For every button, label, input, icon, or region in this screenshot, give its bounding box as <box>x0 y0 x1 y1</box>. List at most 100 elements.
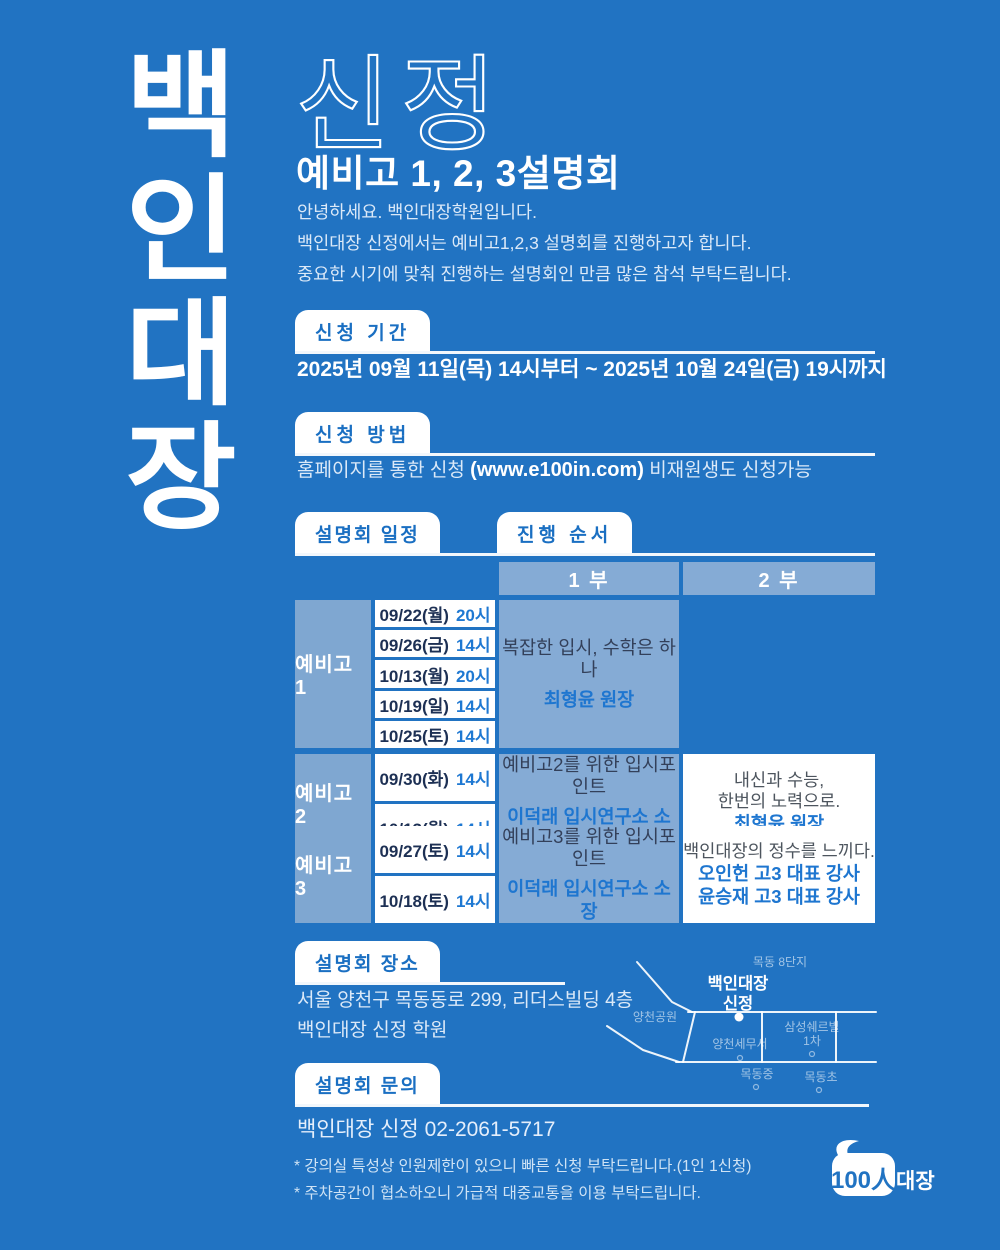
map-poi-ring <box>808 1050 816 1058</box>
section-label-apply-period: 신청 기간 <box>295 310 431 351</box>
session-date-box: 09/30(화) 14시 <box>375 754 495 801</box>
part1-title: 예비고2를 위한 입시포인트 <box>502 754 676 797</box>
session-time: 14시 <box>455 636 491 656</box>
intro-line: 중요한 시기에 맞춰 진행하는 설명회인 만큼 많은 참석 부탁드립니다. <box>297 264 792 284</box>
section-underline <box>295 453 875 456</box>
vertical-title-char: 대 <box>125 289 237 419</box>
map-label: 백인대장 <box>708 974 769 993</box>
map-label: 1차 <box>803 1034 821 1048</box>
section-place: 설명회 장소 <box>295 941 565 985</box>
map-label: 신정 <box>723 994 753 1013</box>
group-dates: 09/27(토) 14시 10/18(토) 14시 <box>375 826 495 923</box>
session-date: 09/26(금) <box>379 636 449 656</box>
map-poi-ring <box>736 1054 744 1062</box>
session-date: 09/22(월) <box>379 606 449 626</box>
method-text-suffix: 비재원생도 신청가능 <box>643 460 812 481</box>
section-contact: 설명회 문의 <box>295 1063 869 1107</box>
header-part1: 1 부 <box>499 562 679 595</box>
map-label: 삼성쉐르빌 <box>784 1020 839 1034</box>
footnote-line: * 주차공간이 협소하오니 가급적 대중교통을 이용 부탁드립니다. <box>294 1185 701 1202</box>
header-spacer <box>375 562 495 595</box>
group-label: 예비고 1 <box>295 600 371 748</box>
section-label-apply-method: 신청 방법 <box>295 412 431 453</box>
session-time: 20시 <box>455 666 491 686</box>
section-schedule: 설명회 일정 <box>295 512 497 556</box>
schedule-table-body: 예비고 1 09/22(월) 20시 09/26(금) 14시 10/13(월) 20시 10… <box>295 600 875 923</box>
part2-speaker: 윤승재 고3 대표 강사 <box>698 886 860 907</box>
map-poi-ring <box>752 1083 760 1091</box>
address-line: 백인대장 신정 학원 <box>297 1020 448 1041</box>
contact-phone: 백인대장 신정 02-2061-5717 <box>297 1118 556 1141</box>
part2-cell-empty <box>683 600 875 748</box>
apply-period-text: 2025년 09월 11일(목) 14시부터 ~ 2025년 10월 24일(금… <box>297 358 887 381</box>
branch-title-text: 신정 <box>295 48 506 164</box>
address-line: 서울 양천구 목동동로 299, 리더스빌딩 4층 <box>297 990 634 1011</box>
session-date: 09/30(화) <box>379 770 449 789</box>
group-label: 예비고 3 <box>295 826 371 923</box>
table-group-row: 예비고 1 09/22(월) 20시 09/26(금) 14시 10/13(월) 20시 10… <box>295 600 875 749</box>
session-date-box: 09/27(토) 14시 <box>375 826 495 873</box>
part2-speaker: 오인헌 고3 대표 강사 <box>698 863 860 884</box>
session-date-box: 10/13(월) 20시 <box>375 660 495 688</box>
outline-branch-title: 신정 <box>294 47 506 165</box>
intro-line: 백인대장 신정에서는 예비고1,2,3 설명회를 진행하고자 합니다. <box>297 233 752 253</box>
section-order: 진행 순서 <box>497 512 875 556</box>
part1-title: 예비고3를 위한 입시포인트 <box>502 826 676 869</box>
section-label-place: 설명회 장소 <box>295 941 440 982</box>
session-time: 14시 <box>455 770 491 789</box>
homepage-url: (www.e100in.com) <box>470 459 644 481</box>
section-underline <box>295 351 875 354</box>
session-time: 14시 <box>455 696 491 716</box>
section-label-order: 진행 순서 <box>497 512 633 553</box>
part1-speaker: 최형윤 원장 <box>543 689 635 710</box>
session-date-box: 09/22(월) 20시 <box>375 600 495 628</box>
section-label-contact: 설명회 문의 <box>295 1063 440 1104</box>
page-title: 예비고 1, 2, 3설명회 <box>296 153 621 194</box>
part1-speaker: 이덕래 입시연구소 소장 <box>507 878 671 922</box>
part2-title: 한번의 노력으로. <box>717 791 841 811</box>
section-underline <box>295 1104 869 1107</box>
session-date-box: 09/26(금) 14시 <box>375 630 495 658</box>
map-label: 목동중 <box>740 1067 773 1081</box>
footnotes: * 강의실 특성상 인원제한이 있으니 빠른 신청 부탁드립니다.(1인 1신청… <box>294 1153 751 1207</box>
session-date: 09/27(토) <box>379 842 449 861</box>
map-label: 양천공원 <box>633 1009 677 1024</box>
section-underline <box>497 553 875 556</box>
schedule-table-header: 1 부 2 부 <box>295 562 875 595</box>
session-date: 10/18(토) <box>379 892 449 911</box>
section-underline <box>295 982 565 985</box>
vertical-title-char: 백 <box>125 41 237 171</box>
session-time: 14시 <box>455 726 491 746</box>
brand-logo: 100人 대장 <box>831 1139 935 1196</box>
header-part2: 2 부 <box>683 562 875 595</box>
logo-knockout-text: 100人 <box>831 1167 895 1194</box>
apply-method-text: 홈페이지를 통한 신청 (www.e100in.com) 비재원생도 신청가능 <box>297 455 812 482</box>
logo-mark-icon <box>832 1139 895 1196</box>
table-group-row: 예비고 3 09/27(토) 14시 10/18(토) 14시 예비고3를 위한 입시포인… <box>295 826 875 923</box>
session-time: 14시 <box>455 842 491 861</box>
part2-cell: 백인대장의 정수를 느끼다. 오인헌 고3 대표 강사 윤승재 고3 대표 강사 <box>683 826 875 923</box>
part2-title: 백인대장의 정수를 느끼다. <box>683 841 875 861</box>
footnote-line: * 강의실 특성상 인원제한이 있으니 빠른 신청 부탁드립니다.(1인 1신청… <box>294 1158 752 1175</box>
map-marker-dot <box>734 1012 744 1022</box>
logo-suffix-text: 대장 <box>896 1170 935 1193</box>
session-time: 20시 <box>455 606 491 626</box>
session-date: 10/19(일) <box>379 696 449 716</box>
session-date: 10/13(월) <box>379 666 449 686</box>
session-date: 10/25(토) <box>379 726 449 746</box>
section-apply-method: 신청 방법 <box>295 412 875 456</box>
group-dates: 09/22(월) 20시 09/26(금) 14시 10/13(월) 20시 10/19(일… <box>375 600 495 749</box>
method-text-prefix: 홈페이지를 통한 신청 <box>297 460 471 481</box>
vertical-title-char: 장 <box>125 413 237 543</box>
map-label: 양천세무서 <box>712 1036 767 1051</box>
session-date-box: 10/25(토) 14시 <box>375 720 495 749</box>
intro-paragraph: 안녕하세요. 백인대장학원입니다. 백인대장 신정에서는 예비고1,2,3 설명회… <box>297 197 792 290</box>
session-time: 14시 <box>455 892 491 911</box>
